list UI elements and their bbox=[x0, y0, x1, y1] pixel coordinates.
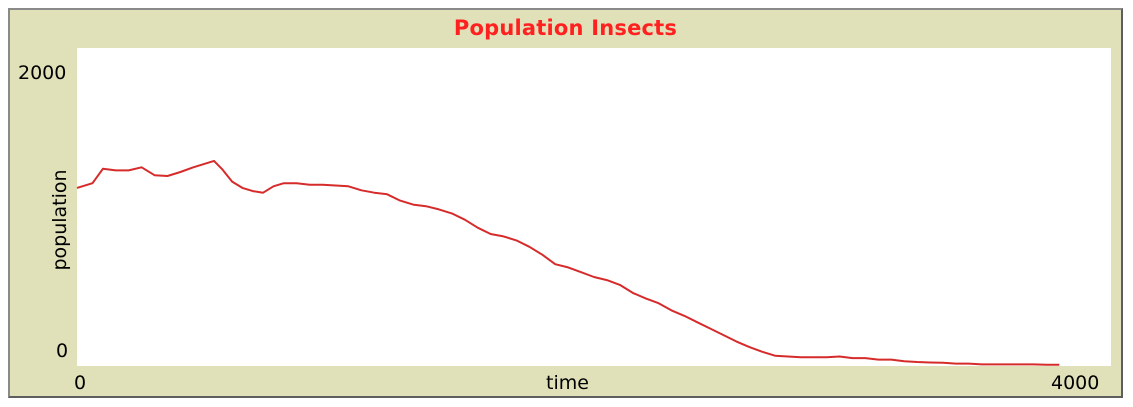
series-line-0 bbox=[76, 159, 1060, 366]
plot-widget: Population Insects 2000 0 0 4000 time po… bbox=[8, 8, 1123, 398]
chart-canvas bbox=[76, 159, 1060, 366]
x-tick-max: 4000 bbox=[1051, 372, 1100, 394]
y-tick-max: 2000 bbox=[18, 62, 67, 84]
chart-title: Population Insects bbox=[453, 16, 678, 40]
y-axis-label: population bbox=[49, 169, 71, 271]
plot-area bbox=[76, 48, 1111, 366]
x-axis-label: time bbox=[546, 372, 589, 394]
x-tick-min: 0 bbox=[74, 372, 87, 394]
y-tick-min: 0 bbox=[56, 340, 69, 362]
